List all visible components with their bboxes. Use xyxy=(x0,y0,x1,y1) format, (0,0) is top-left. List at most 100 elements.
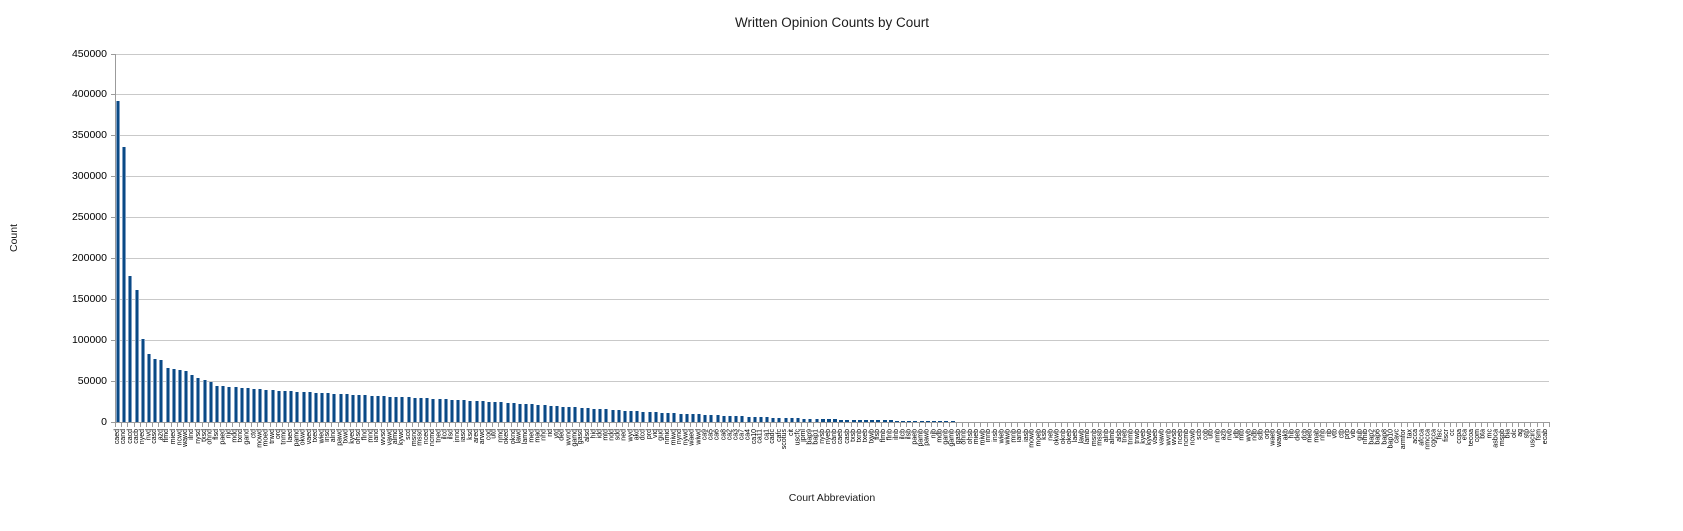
bar xyxy=(870,420,875,422)
x-tick-mark xyxy=(1048,423,1050,427)
x-tick-mark xyxy=(832,423,833,427)
x-tick-mark xyxy=(1147,423,1149,427)
x-tick-mark xyxy=(226,423,228,427)
bar xyxy=(944,421,949,422)
x-tick-mark xyxy=(195,423,197,427)
bar xyxy=(418,397,423,422)
x-tick-mark xyxy=(553,423,555,427)
bar xyxy=(122,147,127,422)
bar xyxy=(629,410,634,422)
bar xyxy=(140,339,145,422)
y-tick-label: 150000 xyxy=(71,292,107,305)
bar xyxy=(592,408,597,422)
bar xyxy=(641,411,646,422)
bar xyxy=(276,390,281,422)
bar xyxy=(221,386,226,422)
bar xyxy=(653,412,658,422)
x-tick-mark xyxy=(436,423,438,427)
chart-title: Written Opinion Counts by Court xyxy=(734,15,930,30)
y-tick-label: 50000 xyxy=(77,374,107,387)
bar xyxy=(486,401,491,422)
x-tick-mark xyxy=(943,423,945,427)
x-tick-mark xyxy=(343,423,345,427)
bar xyxy=(147,354,151,422)
y-gridline xyxy=(115,176,1549,178)
y-tick-label: 300000 xyxy=(71,170,107,183)
bar xyxy=(579,407,584,422)
x-tick-mark xyxy=(1530,423,1532,427)
y-gridline xyxy=(115,53,1549,55)
x-tick-mark xyxy=(529,423,531,427)
x-tick-mark xyxy=(776,423,778,427)
x-tick-mark xyxy=(961,423,963,427)
x-tick-mark xyxy=(547,423,549,427)
x-tick-mark xyxy=(312,423,314,427)
x-tick-mark xyxy=(424,423,426,427)
x-tick-mark xyxy=(807,423,809,427)
y-gridline xyxy=(115,298,1549,300)
x-tick-mark xyxy=(930,423,932,427)
x-tick-mark xyxy=(1443,423,1445,427)
x-tick-mark xyxy=(541,423,543,427)
bar xyxy=(443,399,448,422)
x-tick-mark xyxy=(671,423,673,427)
bar xyxy=(814,418,819,422)
x-tick-mark xyxy=(819,423,821,427)
x-tick-mark xyxy=(658,423,660,427)
x-tick-mark xyxy=(1462,423,1464,427)
x-tick-mark xyxy=(1035,423,1037,427)
y-gridline xyxy=(115,339,1549,341)
x-tick-mark xyxy=(318,423,320,427)
x-tick-mark xyxy=(1270,423,1272,427)
bar xyxy=(567,406,572,422)
x-tick-mark xyxy=(1246,423,1248,427)
bar xyxy=(375,395,380,422)
y-tick-mark xyxy=(111,257,115,259)
x-tick-mark xyxy=(560,423,562,427)
x-tick-mark xyxy=(1264,423,1266,427)
x-tick-mark xyxy=(899,423,901,427)
x-tick-mark xyxy=(492,423,494,427)
bar xyxy=(826,419,831,422)
x-tick-mark xyxy=(1023,423,1025,427)
x-tick-mark xyxy=(1227,423,1229,427)
bar xyxy=(264,389,269,422)
bar xyxy=(153,358,158,422)
x-tick-mark xyxy=(288,423,290,427)
x-tick-mark xyxy=(1419,423,1421,427)
bar xyxy=(585,408,590,422)
bar xyxy=(388,396,393,422)
x-tick-mark xyxy=(794,423,796,427)
x-tick-mark xyxy=(1375,423,1377,427)
x-tick-mark xyxy=(294,423,296,427)
bar xyxy=(190,375,195,422)
bar xyxy=(357,394,362,422)
x-tick-mark xyxy=(980,423,982,427)
bar xyxy=(888,420,893,422)
x-tick-mark xyxy=(467,423,469,427)
x-tick-mark xyxy=(306,423,308,427)
y-tick-label: 250000 xyxy=(71,211,107,224)
x-tick-mark xyxy=(1017,423,1019,427)
bar xyxy=(227,387,232,422)
x-tick-mark xyxy=(1054,423,1056,427)
x-tick-mark xyxy=(405,423,407,427)
bar xyxy=(134,289,139,422)
x-tick-mark xyxy=(522,423,524,427)
bar xyxy=(672,413,677,422)
x-tick-mark xyxy=(689,423,691,427)
x-tick-mark xyxy=(1450,423,1452,427)
x-tick-mark xyxy=(1042,423,1044,427)
x-tick-mark xyxy=(1097,423,1099,427)
x-tick-mark xyxy=(1134,423,1136,427)
x-tick-mark xyxy=(578,423,580,427)
y-gridline xyxy=(115,135,1549,137)
bar xyxy=(233,387,238,422)
bar xyxy=(159,360,164,422)
bar xyxy=(789,418,794,422)
x-tick-mark xyxy=(1549,423,1550,427)
x-tick-mark xyxy=(1542,423,1544,427)
y-tick-label: 100000 xyxy=(71,333,107,346)
x-tick-mark xyxy=(621,423,623,427)
y-gridline xyxy=(115,257,1549,259)
